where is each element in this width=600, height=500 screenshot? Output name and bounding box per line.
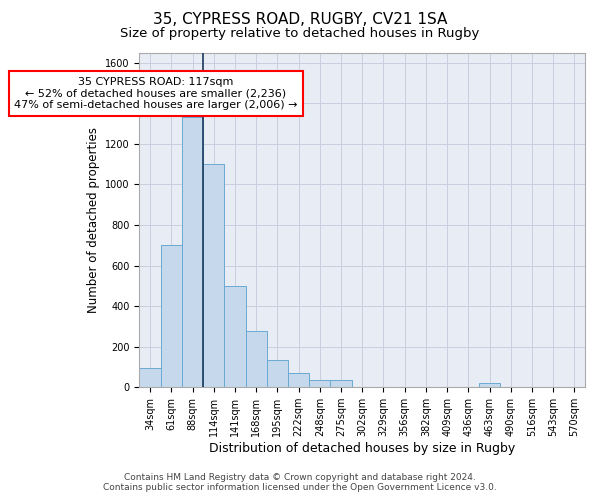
- Bar: [245, 332, 267, 387]
- Bar: [182, 118, 203, 387]
- Text: Size of property relative to detached houses in Rugby: Size of property relative to detached ho…: [121, 28, 479, 40]
- X-axis label: Distribution of detached houses by size in Rugby: Distribution of detached houses by size …: [209, 442, 515, 455]
- Text: 35, CYPRESS ROAD, RUGBY, CV21 1SA: 35, CYPRESS ROAD, RUGBY, CV21 1SA: [153, 12, 447, 28]
- Text: 35 CYPRESS ROAD: 117sqm
← 52% of detached houses are smaller (2,236)
47% of semi: 35 CYPRESS ROAD: 117sqm ← 52% of detache…: [14, 77, 298, 110]
- Bar: [224, 286, 245, 387]
- Text: Contains HM Land Registry data © Crown copyright and database right 2024.
Contai: Contains HM Land Registry data © Crown c…: [103, 473, 497, 492]
- Y-axis label: Number of detached properties: Number of detached properties: [86, 127, 100, 313]
- Bar: [288, 373, 309, 387]
- Bar: [139, 368, 161, 387]
- Bar: [331, 380, 352, 387]
- Bar: [161, 245, 182, 387]
- Bar: [203, 164, 224, 387]
- Bar: [309, 380, 331, 387]
- Bar: [479, 383, 500, 387]
- Bar: [267, 360, 288, 387]
